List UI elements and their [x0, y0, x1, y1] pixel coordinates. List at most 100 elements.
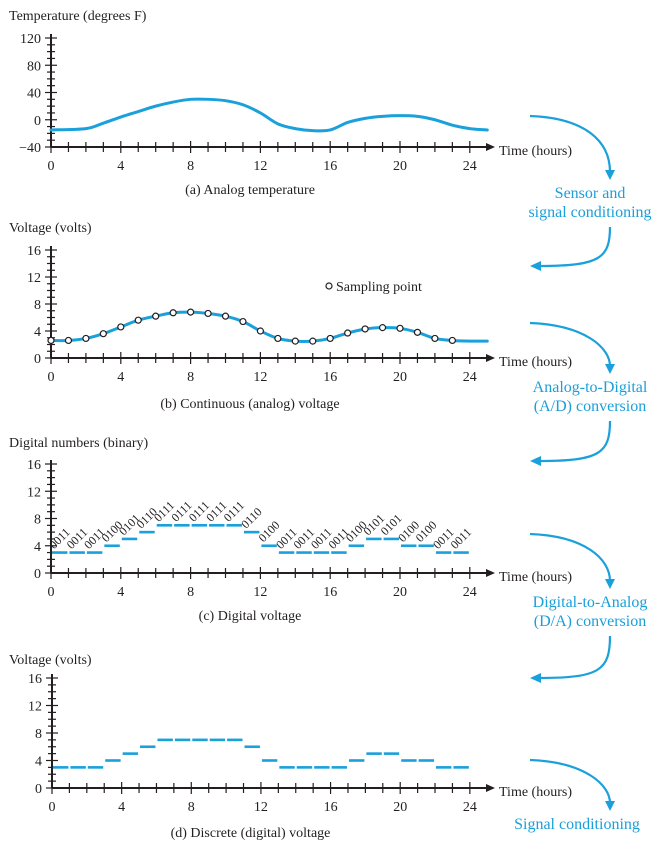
- flow-arrowhead-icon: [605, 801, 615, 811]
- x-tick-label: 8: [188, 800, 195, 815]
- flow-step: Signal conditioning: [514, 758, 640, 833]
- x-tick-label: 16: [323, 370, 337, 385]
- sampling-point: [239, 317, 247, 326]
- x-axis-arrow-icon: [486, 784, 495, 792]
- y-tick-label: 0: [34, 114, 41, 129]
- panel-title: (a) Analog temperature: [185, 183, 315, 198]
- flow-step: Analog-to-Digital (A/D) conversion: [529, 321, 648, 466]
- x-tick-label: 4: [117, 585, 124, 600]
- x-tick-label: 24: [463, 800, 477, 815]
- flow-arrowhead-icon: [605, 579, 615, 589]
- flow-arrow-down: [529, 532, 612, 582]
- sampling-point: [47, 336, 55, 345]
- x-tick-label: 20: [393, 370, 407, 385]
- sampling-point: [361, 325, 369, 333]
- series-line: [49, 310, 489, 343]
- sampling-point: [187, 308, 195, 316]
- y-tick-label: 12: [27, 485, 41, 500]
- panel-title: (d) Discrete (digital) voltage: [171, 826, 331, 841]
- flow-label: Digital-to-Analog: [533, 594, 648, 611]
- flow-label: signal conditioning: [528, 204, 651, 221]
- sampling-point: [256, 327, 265, 335]
- y-axis-label: Voltage (volts): [9, 653, 92, 668]
- flow-label: (D/A) conversion: [534, 613, 646, 630]
- y-axis-label: Digital numbers (binary): [9, 436, 149, 451]
- y-tick-label: 4: [34, 540, 41, 555]
- x-tick-label: 8: [187, 370, 194, 385]
- flow-step: Sensor and signal conditioning: [528, 114, 652, 271]
- x-tick-label: 16: [323, 159, 337, 174]
- sampling-point: [291, 337, 299, 345]
- sampling-point: [99, 330, 107, 338]
- flow-label: (A/D) conversion: [534, 398, 646, 415]
- x-tick-label: 8: [187, 159, 194, 174]
- sampling-point: [413, 328, 422, 336]
- flow-arrow-return: [539, 420, 612, 463]
- process-flow: Sensor and signal conditioning Analog-to-D…: [514, 114, 652, 833]
- sampling-point: [326, 334, 334, 343]
- x-axis-arrow-icon: [486, 143, 495, 151]
- y-tick-label: 16: [27, 458, 41, 473]
- x-tick-label: 24: [463, 585, 477, 600]
- x-tick-label: 16: [324, 800, 338, 815]
- flow-label: Analog-to-Digital: [533, 379, 648, 396]
- sampling-point: [431, 334, 439, 343]
- x-tick-label: 20: [393, 159, 407, 174]
- sampling-point: [82, 334, 90, 343]
- sampling-point: [134, 316, 142, 324]
- panel-title: (b) Continuous (analog) voltage: [160, 397, 339, 412]
- y-tick-label: 8: [34, 298, 41, 313]
- legend-label: Sampling point: [336, 280, 422, 295]
- flow-return-arrowhead-icon: [530, 456, 541, 466]
- x-tick-label: 0: [48, 159, 55, 174]
- y-axis-label: Temperature (degrees F): [9, 9, 147, 24]
- x-tick-label: 24: [463, 370, 477, 385]
- flow-arrow-return: [539, 226, 612, 268]
- y-tick-label: 16: [28, 672, 42, 687]
- panel-a-analog-temperature: Temperature (degrees F) −40 0 40 80 120 0 4 8 12 1…: [9, 9, 572, 198]
- sampling-point: [169, 309, 177, 317]
- x-tick-label: 20: [393, 585, 407, 600]
- x-tick-label: 24: [463, 159, 477, 174]
- y-tick-label: 4: [34, 325, 41, 340]
- x-tick-label: 0: [48, 370, 55, 385]
- series-line: [49, 97, 489, 133]
- flow-arrow-down: [529, 114, 612, 173]
- x-tick-label: 12: [254, 800, 268, 815]
- y-tick-label: 8: [35, 727, 42, 742]
- y-tick-label: 0: [34, 567, 41, 582]
- x-tick-label: 4: [117, 159, 124, 174]
- y-tick-label: 0: [35, 782, 42, 797]
- y-tick-label: 40: [27, 87, 41, 102]
- x-tick-label: 0: [49, 800, 56, 815]
- x-tick-label: 0: [48, 585, 55, 600]
- y-tick-label: 80: [27, 59, 41, 74]
- flow-label: Signal conditioning: [514, 816, 640, 833]
- y-axis-label: Voltage (volts): [9, 221, 92, 236]
- panel-c-digital-voltage: Digital numbers (binary) 0 4 8 12 16 0 4 8 12 16 20…: [9, 436, 572, 624]
- flow-label: Sensor and: [555, 185, 626, 202]
- x-axis-arrow-icon: [486, 569, 495, 577]
- y-tick-label: 16: [27, 244, 41, 259]
- flow-arrow-down: [529, 321, 612, 367]
- panel-d-discrete-voltage: Voltage (volts) 0 4 8 12 16 0 4 8 12 16 20 24 Time (h…: [9, 653, 572, 841]
- flow-arrowhead-icon: [605, 364, 615, 374]
- x-tick-label: 12: [253, 159, 267, 174]
- sampling-point: [274, 334, 282, 343]
- flow-arrow-return: [539, 635, 612, 680]
- flow-return-arrowhead-icon: [530, 261, 541, 271]
- binary-code-label: 0011: [448, 525, 475, 552]
- x-axis-label: Time (hours): [499, 144, 572, 159]
- sampling-point: [378, 324, 387, 332]
- panel-title: (c) Digital voltage: [199, 609, 302, 624]
- legend-sampling-icon: [325, 282, 333, 290]
- y-tick-label: 12: [27, 271, 41, 286]
- sampling-point: [448, 336, 456, 345]
- y-tick-label: 8: [34, 513, 41, 528]
- flow-step: Digital-to-Analog (D/A) conversion: [529, 532, 648, 683]
- y-tick-label: 120: [20, 32, 41, 47]
- x-axis-label: Time (hours): [499, 570, 572, 585]
- sampling-point: [396, 324, 404, 332]
- x-tick-label: 20: [393, 800, 407, 815]
- x-axis-arrow-icon: [486, 354, 495, 362]
